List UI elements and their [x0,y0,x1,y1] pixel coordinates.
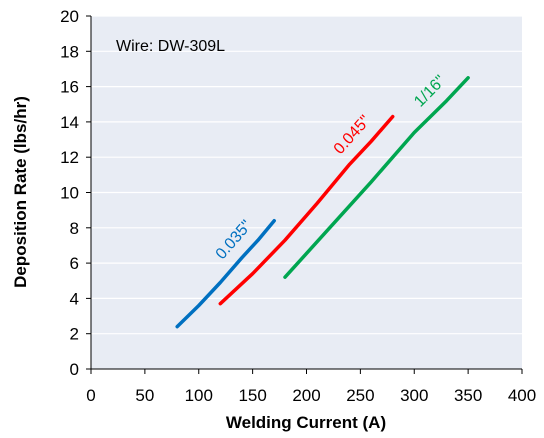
x-axis-title: Welding Current (A) [226,413,386,432]
gridlines [91,15,522,335]
y-tick-label: 20 [60,7,79,26]
series-lines [175,76,470,329]
y-tick-label: 2 [70,325,79,344]
x-axis-ticks: 0 50 100 150 200 250 300 350 400 [86,369,536,405]
series-line-0 [175,218,276,329]
chart-annotation: Wire: DW-309L [116,38,225,55]
y-tick-label: 0 [70,360,79,379]
series-line-2 [283,76,470,279]
x-tick-label: 150 [238,386,266,405]
x-tick-label: 350 [454,386,482,405]
y-tick-label: 8 [70,219,79,238]
x-tick-label: 100 [185,386,213,405]
series-line-1 [218,114,395,306]
y-tick-label: 12 [60,148,79,167]
y-tick-label: 18 [60,42,79,61]
x-tick-label: 300 [400,386,428,405]
y-tick-label: 4 [70,289,79,308]
y-tick-label: 6 [70,254,79,273]
y-axis-title: Deposition Rate (lbs/hr) [11,96,30,288]
y-tick-label: 14 [60,113,79,132]
x-tick-label: 50 [135,386,154,405]
x-tick-label: 0 [86,386,95,405]
x-tick-label: 250 [346,386,374,405]
y-axis-ticks: 0 2 4 6 8 10 12 14 16 18 20 [60,7,91,379]
y-tick-label: 10 [60,184,79,203]
x-tick-label: 200 [292,386,320,405]
x-tick-label: 400 [508,386,536,405]
y-tick-label: 16 [60,78,79,97]
